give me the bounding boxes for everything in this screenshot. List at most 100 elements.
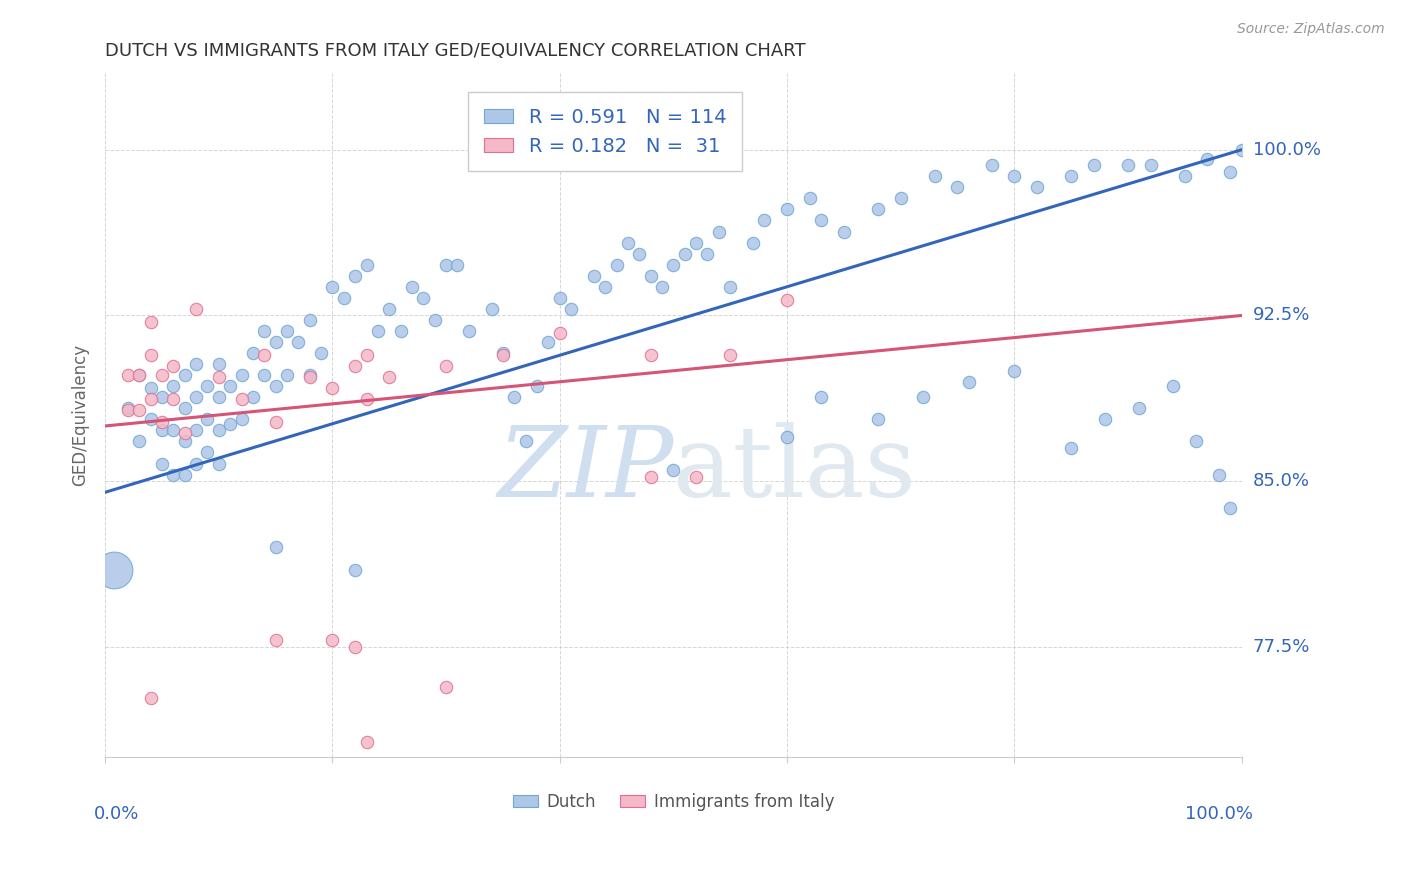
Point <box>162 359 184 374</box>
Point <box>321 279 343 293</box>
Point <box>103 563 125 577</box>
Point <box>912 390 935 404</box>
Point <box>253 348 276 362</box>
Point <box>640 268 662 283</box>
Point <box>389 324 412 338</box>
Point <box>423 313 446 327</box>
Point <box>150 415 173 429</box>
Point <box>1219 165 1241 179</box>
Point <box>264 541 287 555</box>
Text: atlas: atlas <box>673 422 917 517</box>
Point <box>1002 364 1025 378</box>
Point <box>197 412 219 426</box>
Point <box>754 213 776 227</box>
Point <box>150 423 173 437</box>
Point <box>173 368 195 383</box>
Legend: Dutch, Immigrants from Italy: Dutch, Immigrants from Italy <box>506 786 841 818</box>
Point <box>1139 158 1161 172</box>
Point <box>162 423 184 437</box>
Point <box>333 291 356 305</box>
Point <box>980 158 1002 172</box>
Point <box>184 390 207 404</box>
Point <box>139 690 162 705</box>
Point <box>173 401 195 416</box>
Point <box>685 470 707 484</box>
Point <box>128 403 150 417</box>
Point <box>526 379 548 393</box>
Point <box>492 346 515 360</box>
Point <box>1230 143 1253 157</box>
Point <box>197 445 219 459</box>
Point <box>1208 467 1230 482</box>
Point <box>776 202 799 217</box>
Point <box>412 291 434 305</box>
Point <box>197 379 219 393</box>
Point <box>378 370 401 384</box>
Point <box>184 357 207 371</box>
Point <box>1219 500 1241 515</box>
Point <box>184 423 207 437</box>
Point <box>810 213 832 227</box>
Point <box>1060 169 1083 184</box>
Point <box>184 457 207 471</box>
Point <box>1083 158 1105 172</box>
Point <box>718 279 741 293</box>
Point <box>776 430 799 444</box>
Point <box>139 348 162 362</box>
Point <box>309 346 332 360</box>
Point <box>890 191 912 205</box>
Point <box>139 392 162 407</box>
Point <box>344 640 367 654</box>
Point <box>150 457 173 471</box>
Point <box>673 246 696 260</box>
Point <box>515 434 537 449</box>
Point <box>685 235 707 250</box>
Point <box>548 291 571 305</box>
Point <box>264 415 287 429</box>
Point <box>298 313 321 327</box>
Point <box>1060 441 1083 455</box>
Point <box>356 348 378 362</box>
Text: ZIP: ZIP <box>498 422 673 517</box>
Point <box>582 268 605 283</box>
Point <box>434 258 457 272</box>
Point <box>162 392 184 407</box>
Point <box>242 390 264 404</box>
Point <box>219 417 242 431</box>
Point <box>776 293 799 307</box>
Point <box>742 235 765 250</box>
Point <box>356 392 378 407</box>
Y-axis label: GED/Equivalency: GED/Equivalency <box>72 343 89 486</box>
Point <box>276 324 298 338</box>
Text: 92.5%: 92.5% <box>1253 307 1310 325</box>
Point <box>1163 379 1185 393</box>
Point <box>184 301 207 316</box>
Point <box>628 246 651 260</box>
Point <box>298 368 321 383</box>
Point <box>162 379 184 393</box>
Point <box>117 403 139 417</box>
Point <box>606 258 628 272</box>
Point <box>117 368 139 383</box>
Point <box>208 357 231 371</box>
Point <box>434 680 457 694</box>
Point <box>1116 158 1139 172</box>
Point <box>264 633 287 648</box>
Text: 100.0%: 100.0% <box>1253 141 1320 159</box>
Point <box>150 368 173 383</box>
Point <box>434 359 457 374</box>
Point <box>640 348 662 362</box>
Point <box>457 324 479 338</box>
Point <box>128 368 150 383</box>
Point <box>367 324 389 338</box>
Point <box>1026 180 1049 194</box>
Point <box>264 334 287 349</box>
Point <box>264 379 287 393</box>
Point <box>866 202 889 217</box>
Point <box>162 467 184 482</box>
Point <box>718 348 741 362</box>
Point <box>446 258 468 272</box>
Point <box>231 368 253 383</box>
Text: 100.0%: 100.0% <box>1185 805 1253 823</box>
Point <box>1197 152 1219 166</box>
